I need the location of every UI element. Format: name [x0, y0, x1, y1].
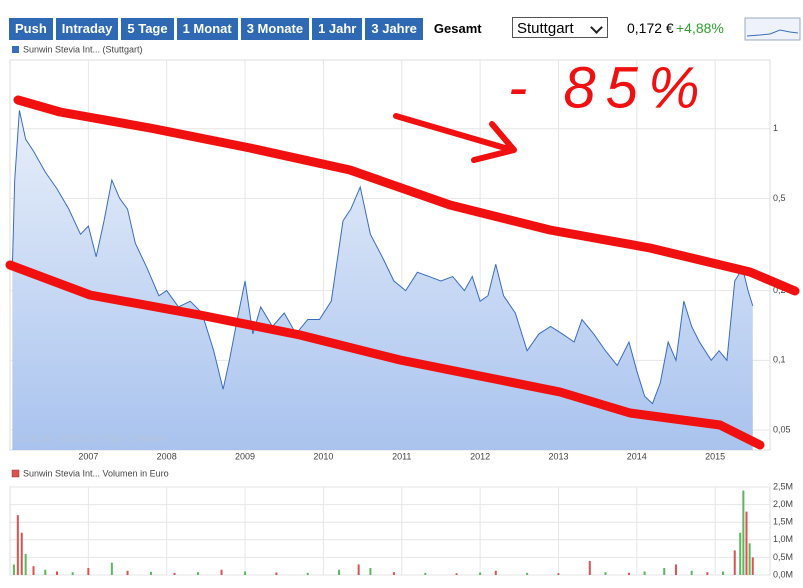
volume-bar — [12, 564, 15, 575]
volume-bar — [748, 543, 751, 575]
volume-bar — [338, 569, 341, 575]
volume-bar — [220, 569, 223, 575]
price: 0,172 € — [627, 20, 674, 36]
price-area — [12, 110, 753, 450]
volume-bar — [392, 572, 395, 575]
volume-bar — [357, 564, 360, 575]
y-tick-label: 1,5M — [773, 517, 793, 527]
x-tick-label: 2013 — [548, 451, 568, 461]
volume-bar — [627, 572, 630, 575]
y-tick-label: 1 — [773, 123, 778, 133]
x-tick-label: 2009 — [235, 451, 255, 461]
x-tick-label: 2010 — [313, 451, 333, 461]
legend-label: Sunwin Stevia Int... (Stuttgart) — [23, 44, 143, 54]
x-tick-label: 2015 — [705, 451, 725, 461]
y-tick-label: 0,0M — [773, 569, 793, 579]
volume-bar — [721, 571, 724, 575]
volume-bar — [110, 562, 113, 575]
volume-bar — [745, 511, 748, 575]
volume-bar — [306, 572, 309, 575]
mini-chart-line — [746, 29, 799, 37]
volume-bar — [526, 572, 529, 575]
tab[interactable]: 3 Jahre — [365, 18, 423, 40]
volume-bar — [173, 572, 176, 575]
volume-bar — [557, 573, 560, 575]
price-line — [11, 110, 754, 405]
volume-bar — [751, 557, 754, 575]
exchange-select[interactable]: Stuttgart — [512, 17, 608, 38]
y-tick-label: 2,5M — [773, 481, 793, 491]
volume-bar — [20, 532, 23, 575]
volume-bar — [588, 560, 591, 575]
tab[interactable]: 1 Jahr — [312, 18, 363, 40]
volume-bar — [44, 569, 47, 575]
volume-bar — [739, 532, 742, 575]
y-tick-label: 2,0M — [773, 499, 793, 509]
tab-bar: Push Intraday 5 Tage 1 Monat 3 Monate 1 … — [9, 18, 488, 40]
annotation-drawing — [5, 95, 800, 450]
tab[interactable]: Intraday — [55, 18, 119, 40]
tab[interactable]: 5 Tage — [121, 18, 174, 40]
volume-bar — [706, 572, 709, 575]
price-change: +4,88% — [676, 20, 724, 36]
volume-bar — [733, 550, 736, 575]
volume-bar — [369, 567, 372, 575]
x-tick-label: 2011 — [392, 451, 411, 461]
x-tick-label: 2008 — [157, 451, 177, 461]
arrow — [393, 113, 517, 163]
legend-swatch — [12, 46, 19, 53]
volume-bar — [424, 572, 427, 575]
volume-bar — [32, 566, 35, 575]
x-tick-label: 2014 — [627, 451, 647, 461]
y-tick-label: 0,5M — [773, 552, 793, 562]
volume-bar — [71, 572, 74, 575]
y-tick-label: 0,5 — [773, 193, 786, 203]
y-tick-label: 0,2 — [773, 285, 786, 295]
x-tick-label: 2007 — [78, 451, 98, 461]
annotation: - 85% — [508, 55, 710, 120]
volume-bar — [275, 572, 278, 575]
tab[interactable]: Gesamt — [425, 18, 488, 40]
volume-bar — [742, 490, 745, 575]
tab[interactable]: 1 Monat — [176, 18, 238, 40]
volume-bar — [643, 571, 646, 575]
tab[interactable]: Push — [9, 18, 53, 40]
lower-trend-line — [5, 260, 765, 450]
mini-chart[interactable] — [744, 17, 801, 41]
volume-bar — [494, 570, 497, 575]
plots: 2007 2008 2009 2010 2011 2012 2013 2014 2015 0,05… — [9, 59, 793, 579]
legend-label: Sunwin Stevia Int... Volumen in Euro — [23, 468, 169, 478]
legend-swatch — [11, 469, 20, 478]
volume-bar — [690, 570, 693, 575]
plot-area — [9, 486, 771, 576]
y-tick-label: 0,1 — [773, 355, 786, 365]
volume-bar — [126, 570, 129, 575]
volume-bar — [150, 571, 153, 575]
x-tick-label: 2012 — [470, 451, 490, 461]
volume-bar — [56, 571, 59, 575]
volume-bar — [24, 553, 27, 575]
volume-bar — [197, 572, 200, 575]
volume-bar — [479, 572, 482, 575]
tab[interactable]: 3 Monate — [240, 18, 310, 40]
upper-trend-line — [13, 95, 800, 296]
y-tick-label: 0,05 — [773, 424, 791, 434]
volume-bar — [674, 564, 677, 575]
volume-bar — [455, 573, 458, 575]
y-tick-label: 1,0M — [773, 534, 793, 544]
volume-bar — [663, 567, 666, 575]
chart-note: 16.01.06 - 25.06.15 1 Tick = 1 Woche — [16, 433, 166, 443]
volume-bar — [87, 567, 90, 575]
volume-bar — [604, 572, 607, 575]
volume-bar — [244, 571, 247, 575]
volume-bar — [16, 515, 19, 575]
